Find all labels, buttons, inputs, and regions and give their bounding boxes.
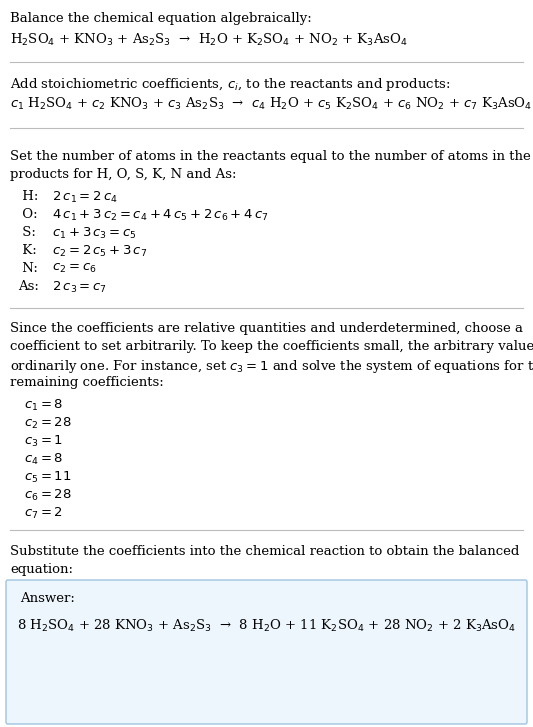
Text: N:: N: [18,262,38,275]
Text: Answer:: Answer: [20,592,75,605]
Text: $c_1 + 3\,c_3 = c_5$: $c_1 + 3\,c_3 = c_5$ [48,226,136,241]
Text: $4\,c_1 + 3\,c_2 = c_4 + 4\,c_5 + 2\,c_6 + 4\,c_7$: $4\,c_1 + 3\,c_2 = c_4 + 4\,c_5 + 2\,c_6… [48,208,269,223]
Text: S:: S: [18,226,36,239]
Text: K:: K: [18,244,37,257]
Text: $c_3 = 1$: $c_3 = 1$ [24,434,63,449]
Text: ordinarily one. For instance, set $c_3 = 1$ and solve the system of equations fo: ordinarily one. For instance, set $c_3 =… [10,358,533,375]
Text: 8 H$_2$SO$_4$ + 28 KNO$_3$ + As$_2$S$_3$  →  8 H$_2$O + 11 K$_2$SO$_4$ + 28 NO$_: 8 H$_2$SO$_4$ + 28 KNO$_3$ + As$_2$S$_3$… [17,618,516,634]
Text: $c_6 = 28$: $c_6 = 28$ [24,488,72,503]
Text: Add stoichiometric coefficients, $c_i$, to the reactants and products:: Add stoichiometric coefficients, $c_i$, … [10,76,450,93]
Text: Substitute the coefficients into the chemical reaction to obtain the balanced: Substitute the coefficients into the che… [10,545,519,558]
Text: As:: As: [18,280,39,293]
Text: $c_4 = 8$: $c_4 = 8$ [24,452,63,467]
Text: equation:: equation: [10,563,73,576]
Text: $c_5 = 11$: $c_5 = 11$ [24,470,71,485]
Text: $c_1$ H$_2$SO$_4$ + $c_2$ KNO$_3$ + $c_3$ As$_2$S$_3$  →  $c_4$ H$_2$O + $c_5$ K: $c_1$ H$_2$SO$_4$ + $c_2$ KNO$_3$ + $c_3… [10,96,532,112]
Text: $c_2 = c_6$: $c_2 = c_6$ [48,262,96,275]
FancyBboxPatch shape [6,580,527,724]
Text: Set the number of atoms in the reactants equal to the number of atoms in the: Set the number of atoms in the reactants… [10,150,531,163]
Text: coefficient to set arbitrarily. To keep the coefficients small, the arbitrary va: coefficient to set arbitrarily. To keep … [10,340,533,353]
Text: $c_2 = 2\,c_5 + 3\,c_7$: $c_2 = 2\,c_5 + 3\,c_7$ [48,244,148,259]
Text: $c_7 = 2$: $c_7 = 2$ [24,506,63,521]
Text: Balance the chemical equation algebraically:: Balance the chemical equation algebraica… [10,12,312,25]
Text: products for H, O, S, K, N and As:: products for H, O, S, K, N and As: [10,168,237,181]
Text: H$_2$SO$_4$ + KNO$_3$ + As$_2$S$_3$  →  H$_2$O + K$_2$SO$_4$ + NO$_2$ + K$_3$AsO: H$_2$SO$_4$ + KNO$_3$ + As$_2$S$_3$ → H$… [10,32,408,48]
Text: remaining coefficients:: remaining coefficients: [10,376,164,389]
Text: $c_1 = 8$: $c_1 = 8$ [24,398,63,413]
Text: O:: O: [18,208,38,221]
Text: $2\,c_1 = 2\,c_4$: $2\,c_1 = 2\,c_4$ [48,190,118,205]
Text: $c_2 = 28$: $c_2 = 28$ [24,416,72,431]
Text: $2\,c_3 = c_7$: $2\,c_3 = c_7$ [48,280,107,295]
Text: Since the coefficients are relative quantities and underdetermined, choose a: Since the coefficients are relative quan… [10,322,523,335]
Text: H:: H: [18,190,38,203]
